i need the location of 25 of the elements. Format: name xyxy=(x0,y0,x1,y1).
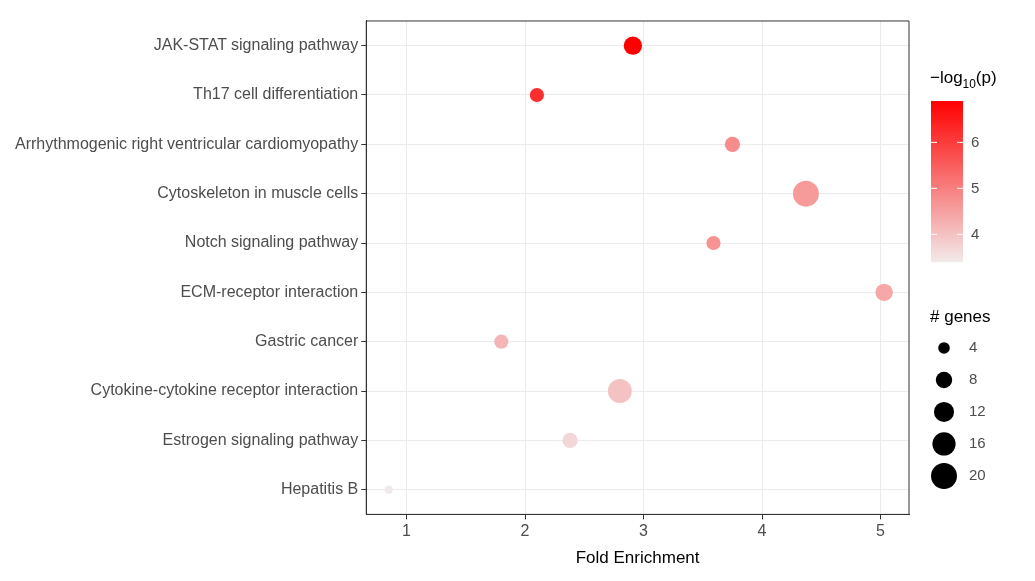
y-tick-label: Notch signaling pathway xyxy=(184,233,359,251)
x-tick-label: 1 xyxy=(402,522,412,540)
legend-title: # genes xyxy=(930,306,991,326)
x-tick-label: 2 xyxy=(520,522,530,540)
y-tick-label: Estrogen signaling pathway xyxy=(162,430,359,448)
legend-label: 12 xyxy=(969,402,986,420)
y-tick-label: Cytokine-cytokine receptor interaction xyxy=(90,381,359,399)
y-tick-label: JAK-STAT signaling pathway xyxy=(153,36,359,54)
color-bar-label: 4 xyxy=(971,224,980,242)
y-tick-label: Hepatitis B xyxy=(280,480,359,498)
x-tick-label: 5 xyxy=(876,522,886,540)
y-tick-label: Th17 cell differentiation xyxy=(193,85,359,103)
x-tick-label: 3 xyxy=(639,522,649,540)
legend-label: 8 xyxy=(969,370,978,388)
legend-label: 20 xyxy=(969,466,986,484)
legend-label: 4 xyxy=(969,338,978,356)
y-tick-label: Gastric cancer xyxy=(255,332,359,350)
x-axis-title: Fold Enrichment xyxy=(575,548,700,568)
color-bar-label: 5 xyxy=(971,178,980,196)
x-tick-label: 4 xyxy=(757,522,767,540)
color-bar-label: 6 xyxy=(971,132,980,150)
y-tick-label: ECM-receptor interaction xyxy=(180,282,359,300)
y-tick-label: Cytoskeleton in muscle cells xyxy=(157,184,359,202)
y-tick-label: Arrhythmogenic right ventricular cardiomyopathy xyxy=(14,134,359,152)
legend-label: 16 xyxy=(969,434,986,452)
